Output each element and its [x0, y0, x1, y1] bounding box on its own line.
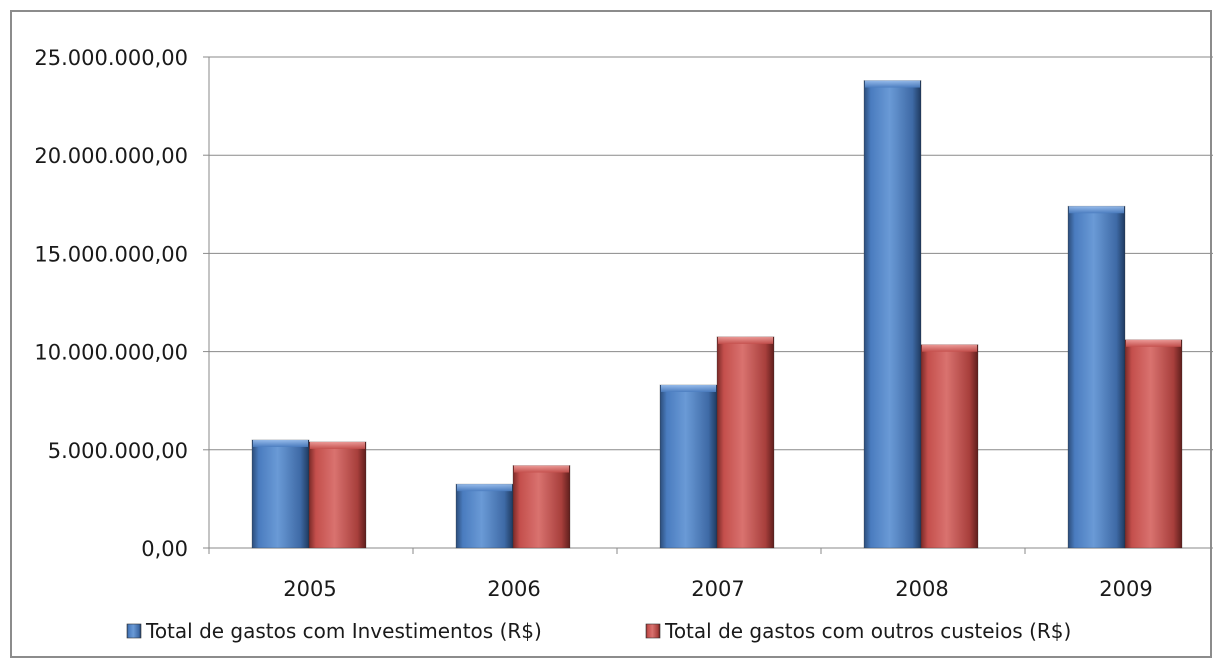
legend: Total de gastos com Investimentos (R$) To… — [126, 619, 1071, 643]
bar-highlight — [253, 439, 308, 447]
legend-swatch-investimentos — [126, 623, 142, 639]
bar-outros-custeios — [716, 336, 775, 549]
bar-highlight — [718, 336, 773, 344]
x-tick-label: 2007 — [691, 577, 744, 601]
y-tick-label: 15.000.000,00 — [34, 242, 188, 266]
legend-label: Total de gastos com outros custeios (R$) — [664, 619, 1071, 643]
y-tick-label: 0,00 — [141, 537, 188, 561]
x-tick-label: 2009 — [1099, 577, 1152, 601]
bar-highlight — [310, 441, 365, 449]
bar-outros-custeios — [1124, 339, 1183, 549]
bars — [251, 80, 1183, 549]
x-tick-label: 2006 — [487, 577, 540, 601]
bar-investimentos — [455, 483, 514, 549]
bar-outros-custeios — [308, 441, 367, 549]
y-tick-label: 25.000.000,00 — [34, 46, 188, 70]
bar-outros-custeios — [512, 465, 571, 549]
chart-border — [10, 10, 1212, 658]
bar-investimentos — [1067, 205, 1126, 549]
y-tick-label: 5.000.000,00 — [48, 439, 188, 463]
legend-swatch-outros-custeios — [645, 623, 661, 639]
bar-highlight — [1126, 339, 1181, 347]
x-tick-label: 2008 — [895, 577, 948, 601]
y-tick-label: 20.000.000,00 — [34, 144, 188, 168]
bar-highlight — [1069, 206, 1124, 214]
bar-highlight — [922, 344, 977, 352]
bar-highlight — [661, 384, 716, 392]
bar-highlight — [457, 484, 512, 492]
gridlines — [209, 56, 1213, 451]
bar-highlight — [514, 465, 569, 473]
bar-investimentos — [863, 80, 922, 549]
legend-label: Total de gastos com Investimentos (R$) — [145, 619, 542, 643]
bar-highlight — [865, 80, 920, 88]
x-tick-label: 2005 — [283, 577, 336, 601]
bar-investimentos — [251, 439, 310, 549]
bar-outros-custeios — [920, 344, 979, 549]
bar-investimentos — [659, 384, 718, 549]
y-tick-label: 10.000.000,00 — [34, 341, 188, 365]
